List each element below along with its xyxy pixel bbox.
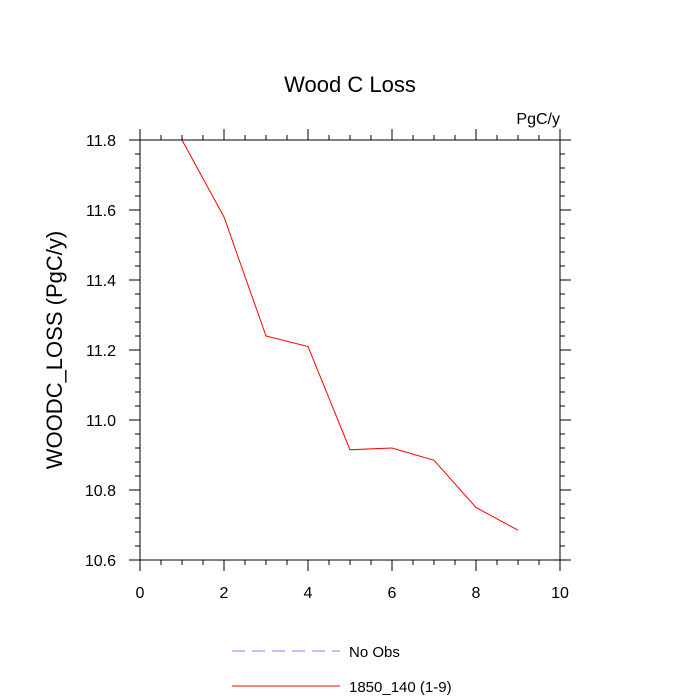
x-tick-label: 10: [551, 585, 569, 602]
x-tick-label: 0: [136, 585, 145, 602]
y-tick-label: 11.8: [86, 133, 116, 150]
y-axis-label: WOODC_LOSS (PgC/y): [42, 231, 67, 469]
y-tick-label: 10.6: [85, 553, 116, 570]
y-tick-label: 11.2: [86, 343, 116, 360]
legend-label-no-obs: No Obs: [349, 644, 400, 661]
legend: No Obs 1850_140 (1-9): [232, 644, 452, 696]
series-line: [181, 139, 519, 531]
axis-ticks: [129, 129, 571, 571]
x-tick-label: 2: [220, 585, 229, 602]
y-tick-label: 11.4: [86, 273, 116, 290]
y-tick-label: 11.6: [86, 203, 116, 220]
x-tick-label: 4: [304, 585, 313, 602]
y-tick-label: 11.0: [86, 413, 116, 430]
legend-label-1850-140: 1850_140 (1-9): [349, 679, 452, 696]
chart-title: Wood C Loss: [284, 72, 416, 97]
axis-tick-labels: 0 2 4 6 8 10 10.6 10.8 11.0 11.2 11.4 11.6 11.8: [85, 133, 569, 602]
plot-frame: [139, 139, 561, 561]
y-tick-label: 10.8: [85, 483, 116, 500]
series-layer: [181, 139, 519, 531]
x-tick-label: 6: [388, 585, 397, 602]
x-tick-label: 8: [472, 585, 481, 602]
units-label: PgC/y: [516, 111, 560, 128]
